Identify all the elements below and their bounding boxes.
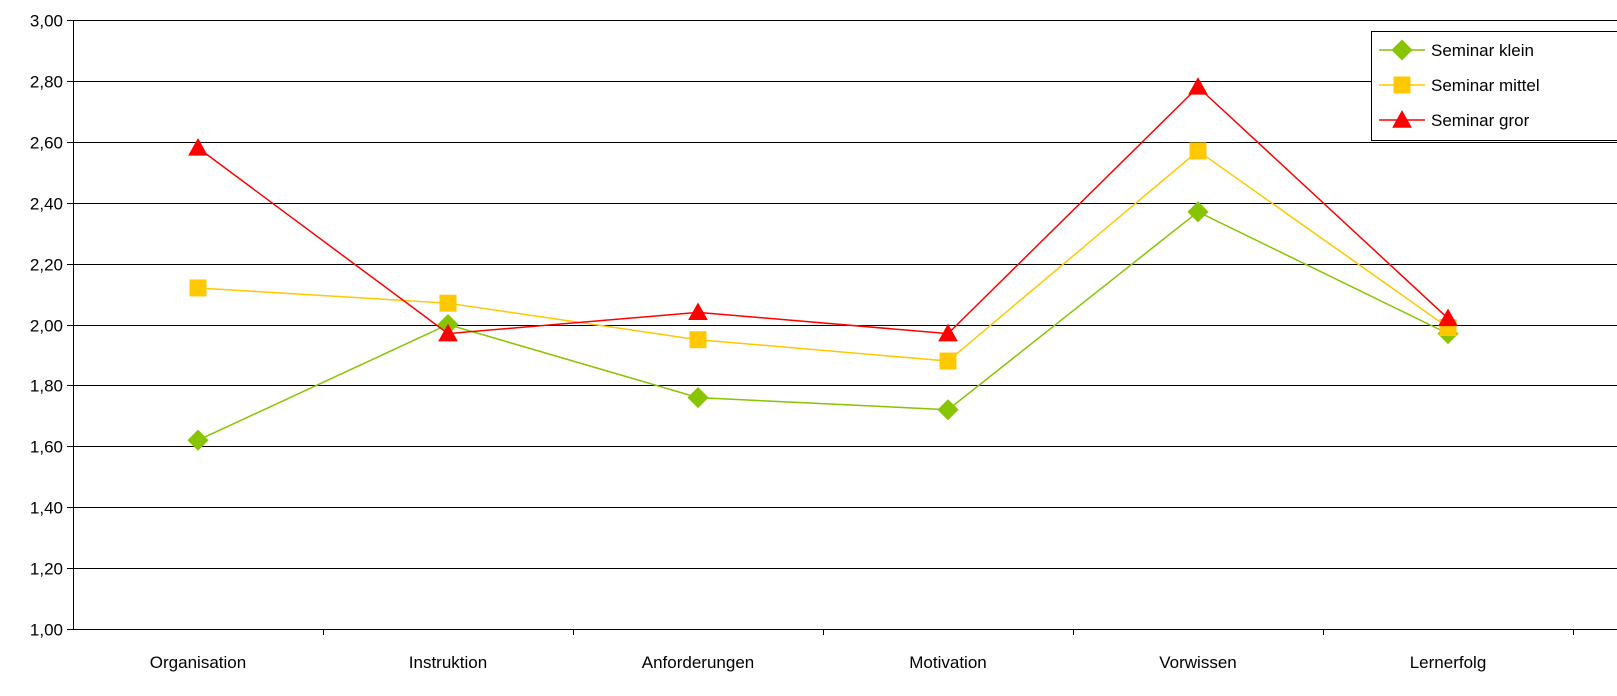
data-point-diamond — [187, 429, 209, 451]
data-point-square — [939, 352, 957, 370]
series-diamond — [187, 201, 1459, 451]
y-tick-label: 1,20 — [30, 560, 63, 579]
y-tick-label: 2,40 — [30, 195, 63, 214]
series-line — [197, 149, 1449, 362]
x-tick-label: Anforderungen — [642, 653, 754, 672]
series-line — [197, 85, 1449, 335]
data-point-triangle — [188, 138, 208, 156]
x-tick-label: Instruktion — [409, 653, 487, 672]
legend-marker-triangle — [1392, 110, 1412, 128]
y-tick-label: 1,00 — [30, 621, 63, 640]
data-point-triangle — [1188, 77, 1208, 95]
y-tick-label: 1,40 — [30, 499, 63, 518]
y-tick-label: 2,20 — [30, 256, 63, 275]
y-tick-label: 1,80 — [30, 377, 63, 396]
legend-marker-square — [1393, 76, 1411, 94]
series-layer — [187, 77, 1459, 451]
data-point-triangle — [938, 323, 958, 342]
legend-label: Seminar mittel — [1431, 76, 1540, 95]
data-point-triangle — [1438, 308, 1458, 327]
legend: Seminar klein Seminar mittel Seminar gror — [1371, 31, 1617, 141]
legend-marker-diamond — [1391, 39, 1413, 61]
data-point-diamond — [937, 399, 959, 421]
x-tick-label: Lernerfolg — [1410, 653, 1487, 672]
series-line — [197, 210, 1449, 441]
legend-box — [1371, 31, 1617, 141]
legend-label: Seminar klein — [1431, 41, 1534, 60]
data-point-square — [1189, 142, 1207, 160]
legend-item: Seminar klein — [1379, 39, 1534, 61]
y-tick-label: 2,60 — [30, 134, 63, 153]
x-tick-label: Motivation — [909, 653, 986, 672]
data-point-diamond — [687, 387, 709, 409]
data-point-square — [439, 294, 457, 312]
y-tick-label: 1,60 — [30, 438, 63, 457]
y-tick-label: 2,00 — [30, 317, 63, 336]
x-tick-label: Vorwissen — [1159, 653, 1236, 672]
axes — [67, 20, 1574, 635]
legend-item: Seminar mittel — [1379, 76, 1540, 95]
series-triangle — [188, 77, 1458, 342]
data-point-diamond — [1187, 201, 1209, 223]
data-point-square — [689, 331, 707, 349]
x-tick-label: Organisation — [150, 653, 246, 672]
y-tick-label: 3,00 — [30, 12, 63, 31]
y-tick-label: 2,80 — [30, 73, 63, 92]
legend-label: Seminar gror — [1431, 111, 1530, 130]
data-point-square — [189, 279, 207, 297]
series-square — [189, 142, 1457, 370]
legend-item: Seminar gror — [1379, 110, 1530, 130]
data-point-triangle — [688, 302, 708, 321]
data-point-triangle — [438, 323, 458, 342]
x-axis-tick-labels: Organisation Instruktion Anforderungen Moti… — [150, 653, 1486, 672]
y-axis-tick-labels: 1,00 1,20 1,40 1,60 1,80 2,00 2,20 2,40 2,60 2,80… — [30, 12, 63, 640]
